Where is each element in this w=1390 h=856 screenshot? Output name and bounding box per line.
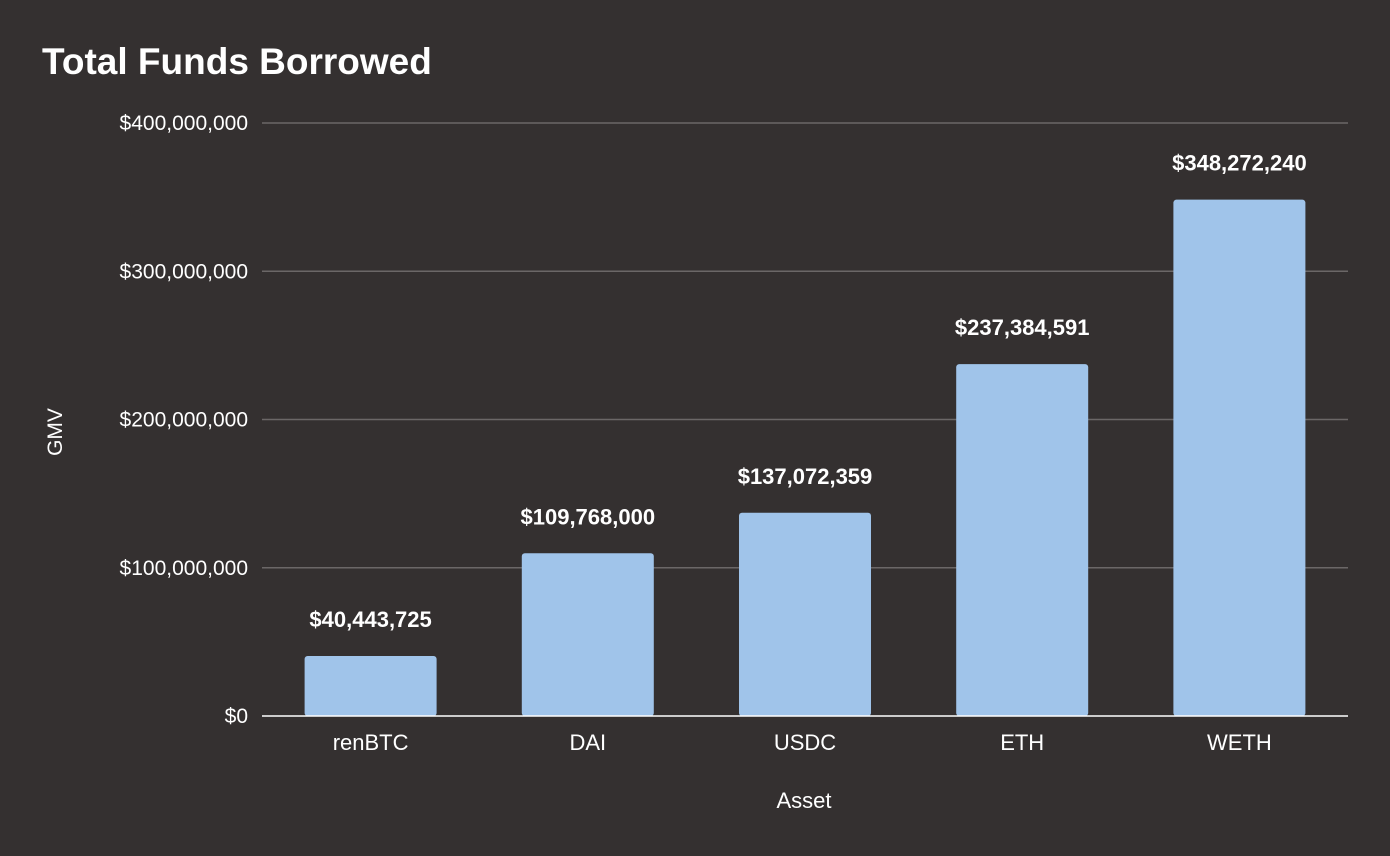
- y-tick-label: $400,000,000: [120, 112, 248, 135]
- data-label: $40,443,725: [309, 607, 431, 632]
- x-tick-label: DAI: [569, 730, 606, 755]
- x-tick-labels: renBTC DAI USDC ETH WETH: [333, 730, 1272, 755]
- x-tick-label: renBTC: [333, 730, 409, 755]
- data-label: $137,072,359: [738, 464, 873, 489]
- x-axis-label: Asset: [776, 788, 831, 813]
- x-tick-label: WETH: [1207, 730, 1272, 755]
- y-tick-label: $100,000,000: [120, 557, 248, 580]
- chart-title: Total Funds Borrowed: [42, 41, 432, 82]
- y-tick-label: $300,000,000: [120, 260, 248, 283]
- bar-eth: [956, 364, 1089, 716]
- bar-dai: [521, 553, 654, 716]
- x-tick-label: ETH: [1000, 730, 1044, 755]
- y-tick-label: $0: [225, 705, 248, 728]
- data-label: $348,272,240: [1172, 151, 1307, 176]
- bar-usdc: [739, 512, 871, 716]
- data-labels: $40,443,725 $109,768,000 $137,072,359 $237,…: [309, 151, 1306, 632]
- y-axis-label: GMV: [44, 408, 67, 456]
- y-tick-labels: $0 $100,000,000 $200,000,000 $300,000,000 $4…: [120, 112, 248, 728]
- x-tick-label: USDC: [774, 730, 836, 755]
- bar-renbtc: [304, 656, 437, 716]
- data-label: $237,384,591: [955, 315, 1090, 340]
- bar-weth: [1173, 199, 1306, 716]
- y-tick-label: $200,000,000: [120, 409, 248, 432]
- bars: [304, 199, 1306, 716]
- data-label: $109,768,000: [521, 504, 656, 529]
